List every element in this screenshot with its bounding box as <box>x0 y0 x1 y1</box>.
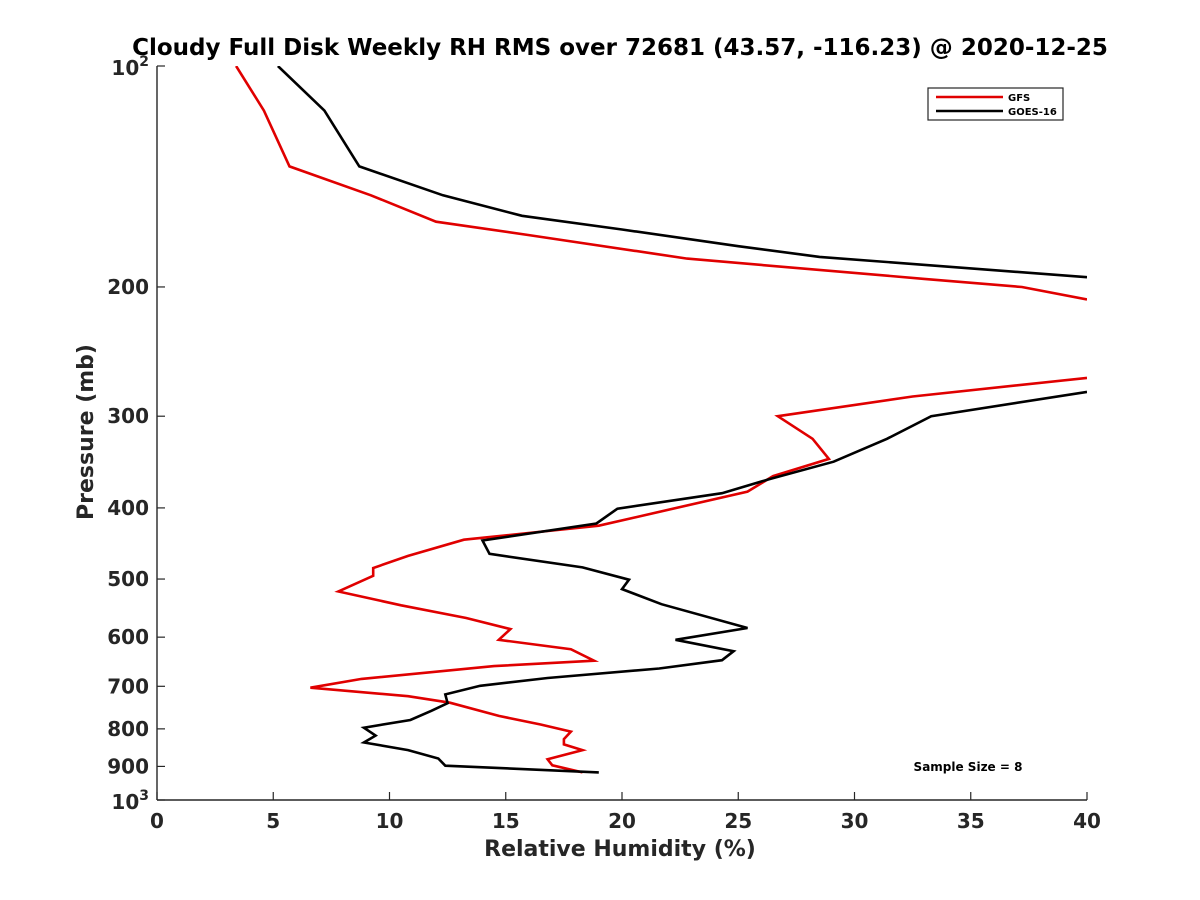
y-axis-label: Pressure (mb) <box>74 344 99 520</box>
plot-area <box>234 66 1087 774</box>
legend-entry-label: GFS <box>1008 93 1030 104</box>
x-tick-label: 25 <box>724 809 752 833</box>
y-tick-label: 103 <box>111 788 149 814</box>
x-axis-label: Relative Humidity (%) <box>484 837 756 862</box>
y-tick-label: 400 <box>107 496 149 520</box>
axes: 0 5 10 15 20 25 30 35 40 102 200 300 400 500 600 700 800… <box>107 54 1101 833</box>
x-tick-label: 40 <box>1073 809 1101 833</box>
x-tick-label: 20 <box>608 809 636 833</box>
y-tick-label: 500 <box>107 567 149 591</box>
sample-size-annotation: Sample Size = 8 <box>914 760 1023 774</box>
y-tick-label: 102 <box>111 54 149 80</box>
x-tick-label: 15 <box>492 809 520 833</box>
x-tick-label: 30 <box>841 809 869 833</box>
legend-entry-label: GOES-16 <box>1008 107 1057 118</box>
y-tick-label: 200 <box>107 275 149 299</box>
x-tick-label: 35 <box>957 809 985 833</box>
y-tick-label: 700 <box>107 674 149 698</box>
y-tick-label: 600 <box>107 625 149 649</box>
chart-title: Cloudy Full Disk Weekly RH RMS over 7268… <box>132 35 1108 61</box>
y-tick-label: 900 <box>107 754 149 778</box>
legend: GFS GOES-16 <box>927 87 1064 121</box>
x-tick-label: 5 <box>266 809 280 833</box>
x-tick-label: 0 <box>150 809 164 833</box>
series-line-goes-16 <box>277 66 1087 774</box>
y-tick-label: 800 <box>107 717 149 741</box>
legend-box <box>927 87 1064 121</box>
series-line-gfs <box>234 66 1087 774</box>
x-tick-label: 10 <box>376 809 404 833</box>
y-tick-label: 300 <box>107 404 149 428</box>
